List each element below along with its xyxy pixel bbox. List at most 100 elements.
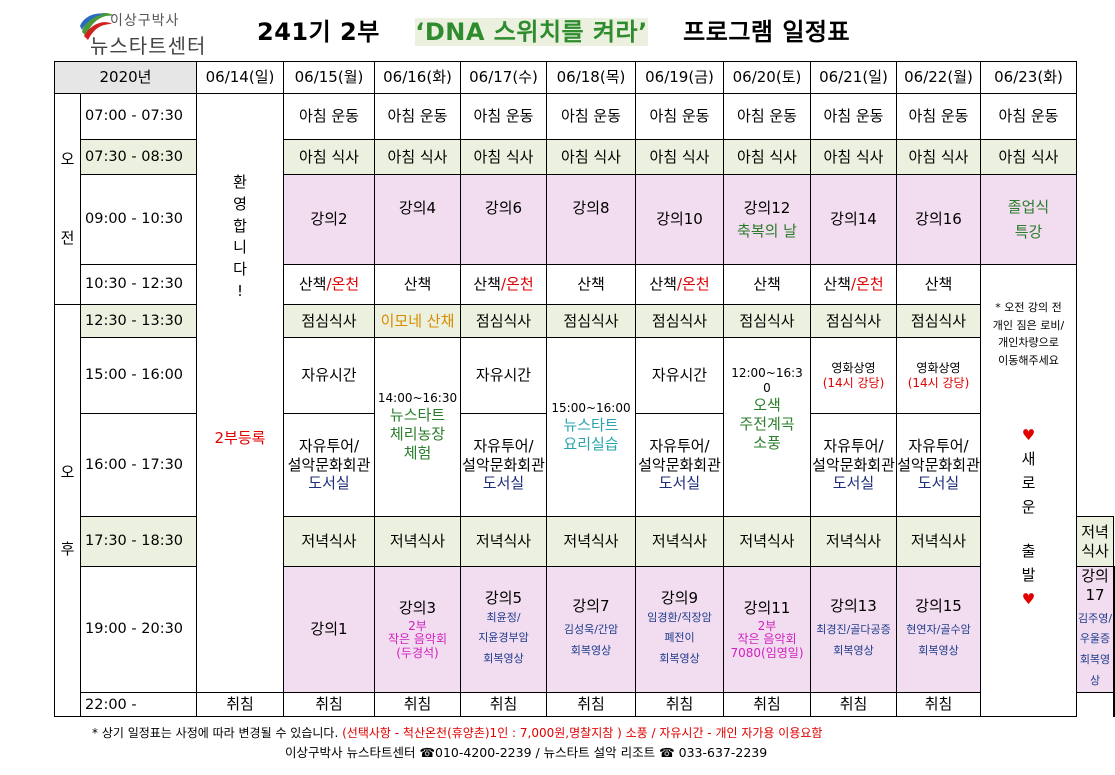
lecture-13: 강의13 — [830, 597, 877, 616]
valley-time: 12:00~16:3 — [731, 366, 803, 380]
lecture-4: 강의4 — [374, 174, 461, 265]
free-time-cell: 자유시간 — [283, 337, 375, 414]
footer-options: (선택사항 - 척산온천(휴양촌)1인 : 7,000원,명찰지참 ) 소풍 /… — [342, 726, 823, 740]
new-start-vertical: ♥ 새 로 운 출 발 ♥ — [982, 423, 1076, 611]
lecture-2: 강의2 — [283, 174, 375, 265]
tour-line: 자유투어/ — [473, 436, 534, 455]
row-1600: 16:00 - 17:30 자유투어/ 설악문화회관 도서실 자유투어/ 설악문… — [55, 413, 1115, 517]
luggage-notice: * 오전 강의 전 개인 짐은 로비/ 개인차량으로 이동해주세요 — [982, 299, 1076, 369]
movie-label: 영화상영 — [831, 360, 876, 375]
tour-line: 자유투어/ — [823, 436, 884, 455]
year-cell: 2020년 — [54, 61, 197, 94]
am-label: 오 전 — [54, 93, 81, 305]
exercise-cell: 아침 운동 — [810, 93, 897, 140]
sleep-cell: 취침 — [810, 692, 897, 718]
exercise-cell: 아침 운동 — [896, 93, 981, 140]
graduation-label: 졸업식 — [1007, 197, 1050, 216]
header-row: 2020년 06/14(일) 06/15(월) 06/16(화) 06/17(수… — [54, 61, 1115, 94]
dinner-cell: 저녁식사 — [374, 516, 461, 567]
walk-spa-cell: 산책/온천 — [460, 264, 547, 305]
lecture-3-cell: 강의3 2부 작은 음악회 (두경석) — [374, 565, 461, 694]
row-1500: 15:00 - 16:00 자유시간 14:00~16:30 뉴스타트 체리농장… — [55, 337, 1115, 517]
time-1030: 10:30 - 12:30 — [80, 264, 197, 305]
movie-time: (14시 강당) — [822, 375, 885, 390]
lecture-1: 강의1 — [283, 565, 375, 694]
notice-line: 개인 짐은 로비/ — [992, 318, 1065, 332]
tour-line: 설악문화회관 — [287, 455, 371, 474]
time-2200: 22:00 - — [80, 692, 197, 718]
welcome-char: 환 — [233, 173, 247, 191]
testimony-line: 최윤정/ — [486, 610, 521, 624]
title-part1: 241기 2부 — [257, 18, 380, 46]
new-start-char: 로 — [1021, 474, 1036, 493]
walk-label: 산책 — [298, 275, 327, 294]
date-0620: 06/20(토) — [723, 61, 811, 94]
breakfast-cell: 아침 식사 — [723, 139, 811, 175]
lunch-cell: 점심식사 — [723, 304, 811, 338]
row-0900: 09:00 - 10:30 강의2 강의4 강의6 강의8 강의10 강의12 … — [55, 174, 1115, 265]
lunch-cell: 점심식사 — [460, 304, 547, 338]
concert-line: 2부 — [408, 619, 427, 634]
exercise-cell: 아침 운동 — [374, 93, 461, 140]
library-label: 도서실 — [917, 474, 960, 493]
welcome-cell: 환 영 합 니 다 ! 2부등록 — [196, 92, 284, 694]
valley-line: 오색 — [753, 396, 781, 414]
welcome-char: 니 — [233, 238, 247, 257]
lunch-mountain-veg: 이모네 산채 — [374, 304, 461, 338]
lunch-cell: 점심식사 — [810, 304, 897, 338]
testimony-line: 지윤경부암 — [478, 631, 529, 645]
footer-contact: 이상구박사 뉴스타트센터 ☎010-4200-2239 / 뉴스타트 설악 리조… — [285, 745, 768, 760]
tour-line: 자유투어/ — [298, 436, 360, 455]
am-char-1: 오 — [60, 150, 75, 169]
sleep-cell: 취침 — [460, 692, 547, 718]
lecture-7: 강의7 — [572, 597, 610, 616]
pm-char-1: 오 — [60, 462, 75, 481]
spa-label: /온천 — [326, 275, 360, 294]
walk-cell: 산책 — [374, 264, 461, 305]
tour-line: 설악문화회관 — [812, 455, 895, 474]
row-2200: 22:00 - 취침 취침 취침 취침 취침 취침 취침 취침 취침 — [55, 692, 1115, 718]
walk-spa-cell: 산책/온천 — [283, 264, 375, 305]
blessing-day: 축복의 날 — [737, 221, 797, 240]
date-0616: 06/16(화) — [374, 61, 461, 94]
time-1900: 19:00 - 20:30 — [80, 565, 197, 694]
dinner-cell: 저녁식사 — [546, 516, 636, 567]
breakfast-cell: 아침 식사 — [460, 139, 547, 175]
dinner-cell: 저녁식사 — [460, 516, 547, 567]
lecture-5: 강의5 — [484, 588, 523, 607]
walk-cell: 산책 — [723, 264, 811, 305]
lecture-14: 강의14 — [810, 174, 897, 265]
testimony-line: 회복영상 — [659, 652, 700, 666]
exercise-cell: 아침 운동 — [723, 93, 811, 140]
lecture-12: 강의12 — [743, 198, 791, 217]
exercise-cell: 아침 운동 — [546, 93, 636, 140]
sleep-cell: 취침 — [635, 692, 724, 718]
testimony-line: 임경환/직장암 — [647, 610, 712, 624]
valley-picnic-cell: 12:00~16:3 0 오색 주전계곡 소풍 — [723, 337, 811, 517]
exercise-cell: 아침 운동 — [283, 93, 375, 140]
dinner-cell: 저녁식사 — [810, 516, 897, 567]
library-label: 도서실 — [482, 474, 525, 493]
page-title: 241기 2부 ‘DNA 스위치를 켜라’ 프로그램 일정표 — [257, 12, 850, 47]
exercise-cell: 아침 운동 — [980, 93, 1077, 140]
schedule-table: 2020년 06/14(일) 06/15(월) 06/16(화) 06/17(수… — [54, 61, 1115, 718]
lecture-6: 강의6 — [460, 174, 547, 265]
testimony-line: 김성욱/간암 — [563, 623, 619, 637]
spa-label: /온천 — [500, 275, 534, 294]
walk-spa-cell: 산책/온천 — [635, 264, 724, 305]
tour-cell: 자유투어/ 설악문화회관 도서실 — [896, 413, 981, 517]
footer-note: * 상기 일정표는 사정에 따라 변경될 수 있습니다. (선택사항 - 척산온… — [92, 724, 822, 741]
library-label: 도서실 — [308, 474, 350, 493]
row-1900: 19:00 - 20:30 강의1 강의3 2부 작은 음악회 (두경석) 강의… — [55, 565, 1115, 718]
sleep-cell: 취침 — [723, 692, 811, 718]
notice-line: * 오전 강의 전 — [995, 301, 1062, 314]
row-1030: 10:30 - 12:30 산책/온천 산책 산책/온천 산책 산책/온천 산책… — [55, 263, 1115, 718]
movie-label: 영화상영 — [916, 360, 961, 375]
lecture-13-cell: 강의13 최경진/골다공증 회복영상 — [810, 565, 897, 694]
sleep-cell: 취침 — [374, 692, 461, 718]
lecture-15-cell: 강의15 현연자/골수암 회복영상 — [896, 565, 981, 694]
title-part2: ‘DNA 스위치를 켜라’ — [415, 18, 648, 46]
notice-line: 이동해주세요 — [998, 353, 1059, 367]
testimony-line: 김주영/우울증 — [1077, 611, 1113, 646]
movie-time: (14시 강당) — [907, 375, 970, 390]
